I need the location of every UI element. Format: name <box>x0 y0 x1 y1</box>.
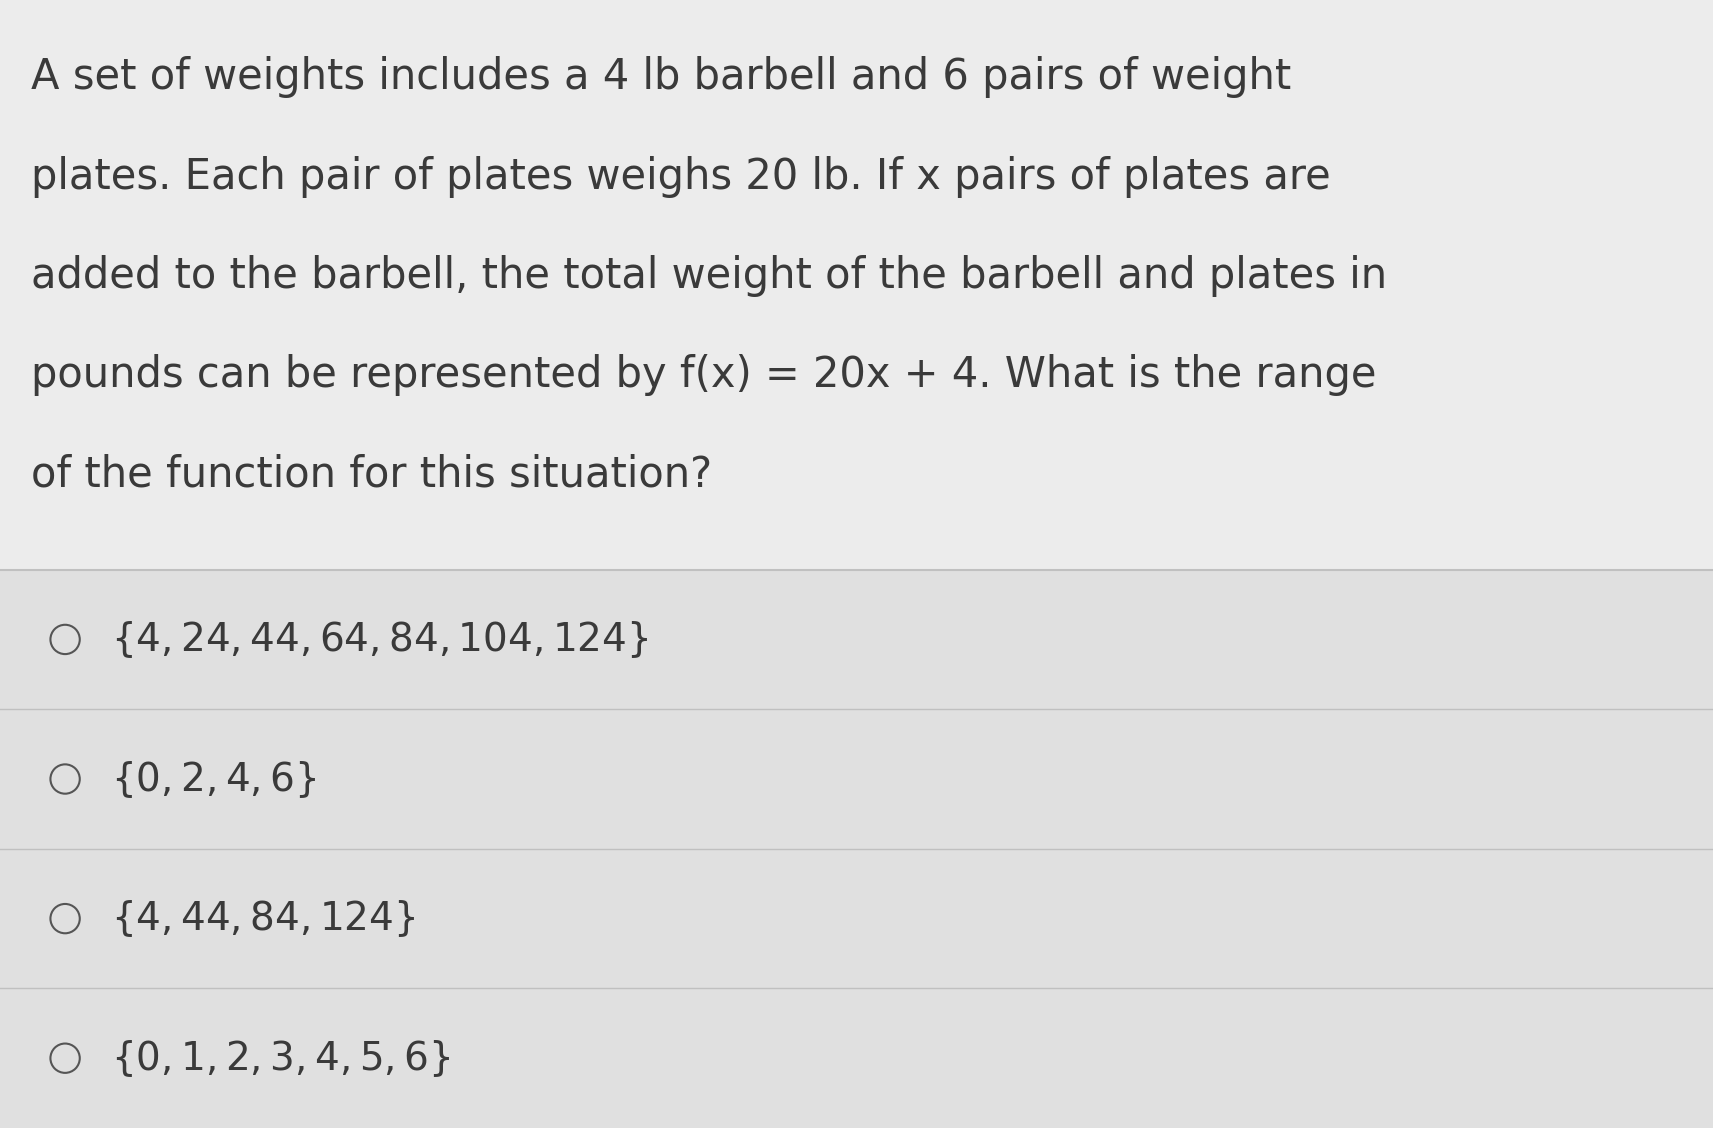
Text: added to the barbell, the total weight of the barbell and plates in: added to the barbell, the total weight o… <box>31 255 1388 297</box>
Text: pounds can be represented by f(x) = 20x + 4. What is the range: pounds can be represented by f(x) = 20x … <box>31 354 1376 396</box>
Text: $\{4, 24, 44, 64, 84, 104, 124\}$: $\{4, 24, 44, 64, 84, 104, 124\}$ <box>111 619 649 660</box>
Text: $\{0, 2, 4, 6\}$: $\{0, 2, 4, 6\}$ <box>111 758 317 800</box>
Text: plates. Each pair of plates weighs 20 lb. If x pairs of plates are: plates. Each pair of plates weighs 20 lb… <box>31 156 1331 197</box>
Text: $\{0, 1, 2, 3, 4, 5, 6\}$: $\{0, 1, 2, 3, 4, 5, 6\}$ <box>111 1038 451 1078</box>
Text: A set of weights includes a 4 lb barbell and 6 pairs of weight: A set of weights includes a 4 lb barbell… <box>31 56 1292 98</box>
Text: of the function for this situation?: of the function for this situation? <box>31 453 713 495</box>
Bar <box>0 0 1713 570</box>
Text: $\{4, 44, 84, 124\}$: $\{4, 44, 84, 124\}$ <box>111 898 416 940</box>
Bar <box>0 570 1713 1128</box>
